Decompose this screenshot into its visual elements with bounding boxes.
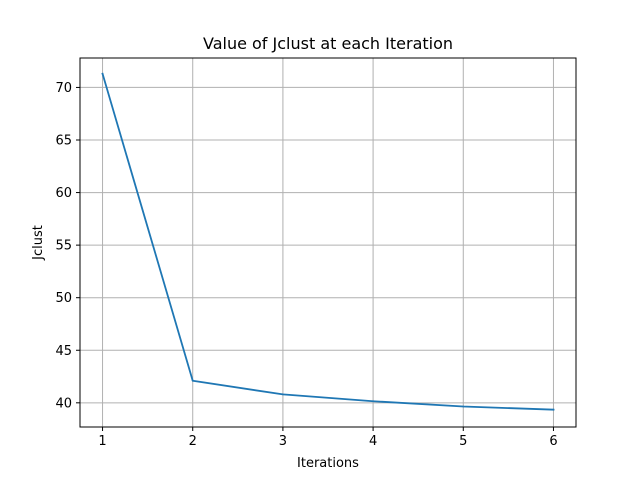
y-tick-label: 65 <box>55 134 72 149</box>
series-lines <box>101 72 555 411</box>
y-tick-label: 70 <box>55 81 72 96</box>
x-tick-label: 2 <box>189 434 197 449</box>
y-tick-label: 50 <box>55 291 72 306</box>
y-tick-label: 40 <box>55 396 72 411</box>
grid-lines <box>80 58 576 427</box>
data-point <box>282 393 284 396</box>
x-tick-label: 3 <box>279 434 287 449</box>
data-point <box>462 405 465 408</box>
y-axis-title: Jclust <box>31 225 46 261</box>
data-point <box>372 400 374 403</box>
x-tick-label: 6 <box>549 434 557 449</box>
plot-area-frame <box>79 57 577 428</box>
x-tick-label: 5 <box>459 434 467 449</box>
y-tick-label: 55 <box>55 239 72 254</box>
y-tick-label: 45 <box>55 344 72 359</box>
data-point <box>101 72 104 75</box>
y-tick-label: 60 <box>55 186 72 201</box>
chart-title: Value of Jclust at each Iteration <box>203 34 453 53</box>
x-tick-label: 4 <box>369 434 377 449</box>
x-axis-title: Iterations <box>297 456 359 471</box>
data-point <box>191 379 194 382</box>
data-point <box>552 408 555 411</box>
series-line <box>101 72 555 411</box>
x-tick-label: 1 <box>98 434 106 449</box>
